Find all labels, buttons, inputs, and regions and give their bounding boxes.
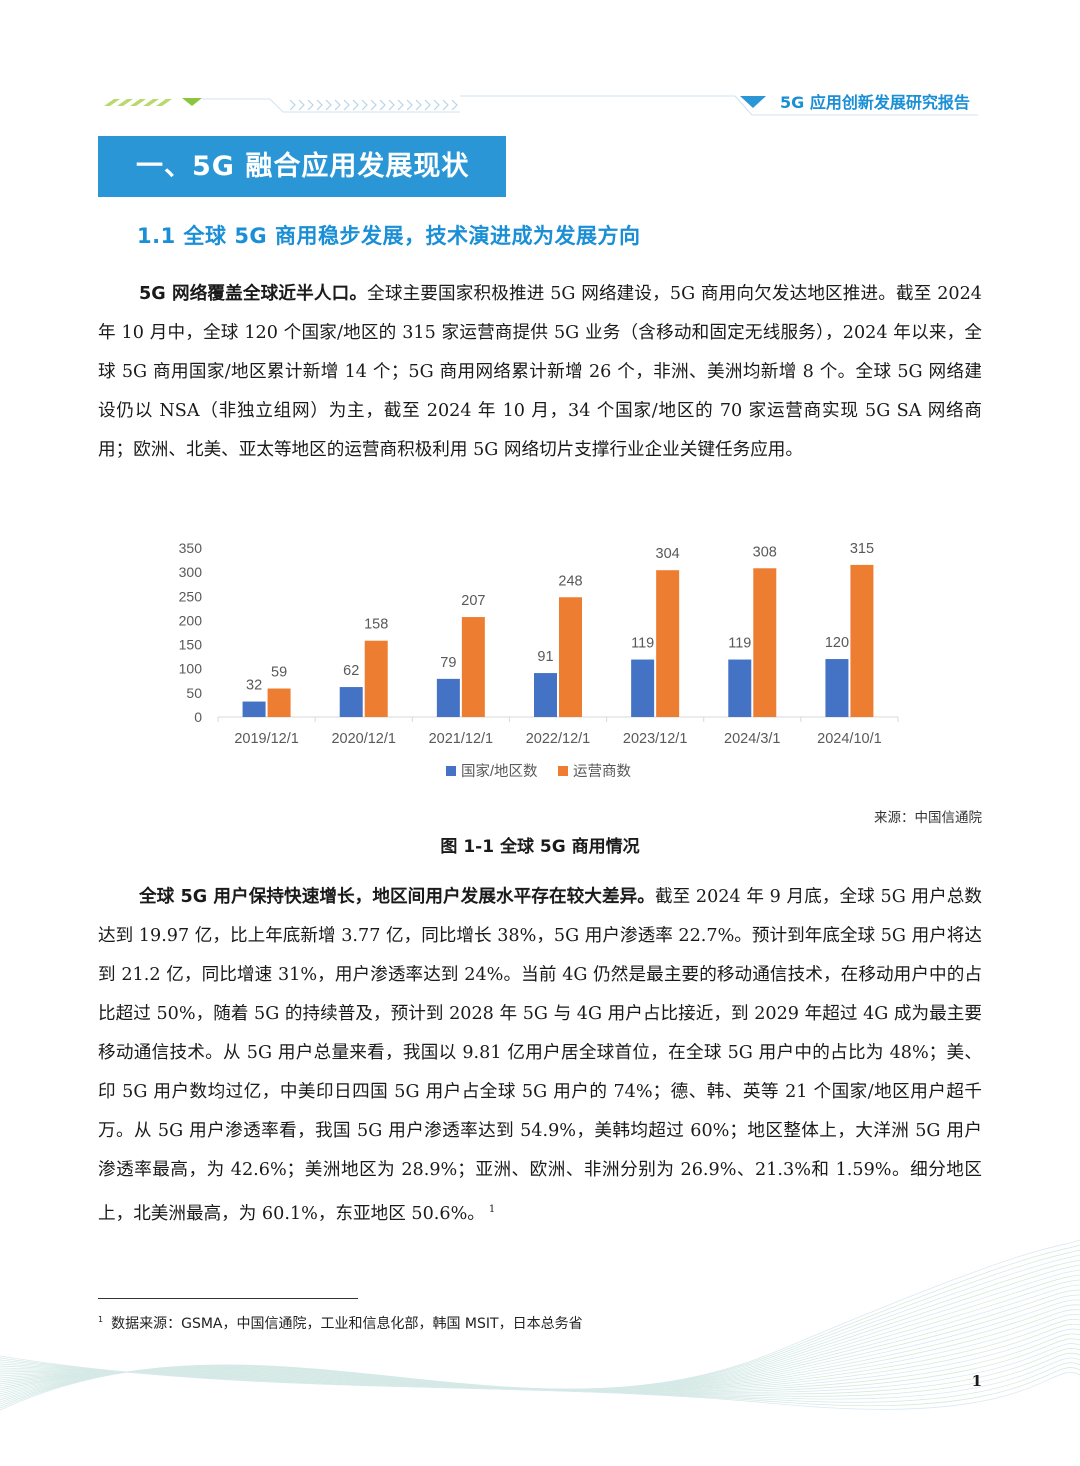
wave-line xyxy=(0,1338,1080,1393)
legend-swatch xyxy=(446,766,456,776)
wave-line xyxy=(0,1304,1080,1391)
paragraph-1-lead: 5G 网络覆盖全球近半人口。 xyxy=(139,284,368,304)
data-label: 91 xyxy=(537,649,553,665)
x-tick-label: 2021/12/1 xyxy=(429,731,494,747)
wave-line xyxy=(0,1289,1080,1391)
footnote-mark: 1 xyxy=(98,1315,104,1325)
data-label: 315 xyxy=(850,541,874,557)
data-label: 119 xyxy=(631,636,654,652)
bar-operators xyxy=(461,617,485,717)
report-title: 5G 应用创新发展研究报告 xyxy=(780,93,970,112)
bar-operators xyxy=(559,597,582,717)
bar-countries xyxy=(339,687,363,717)
bar-countries xyxy=(825,659,849,717)
paragraph-2-lead: 全球 5G 用户保持快速增长，地区间用户发展水平存在较大差异。 xyxy=(139,887,655,907)
x-tick-label: 2019/12/1 xyxy=(234,731,299,747)
footnote-text: 数据来源：GSMA，中国信通院，工业和信息化部，韩国 MSIT，日本总务省 xyxy=(111,1316,583,1332)
y-tick-label: 200 xyxy=(179,612,203,628)
bar-operators xyxy=(850,564,874,717)
wave-line xyxy=(0,1352,1080,1397)
wave-line xyxy=(0,1347,1080,1395)
figure-caption: 图 1-1 全球 5G 商用情况 xyxy=(440,837,640,857)
wave-decoration xyxy=(0,1239,1080,1411)
wave-line xyxy=(0,1294,1080,1391)
footnote-divider xyxy=(98,1298,358,1299)
x-tick-label: 2023/12/1 xyxy=(623,731,688,747)
wave-line xyxy=(0,1359,1080,1403)
y-tick-label: 0 xyxy=(194,709,202,725)
wave-line xyxy=(0,1309,1080,1391)
section-title: 一、5G 融合应用发展现状 xyxy=(98,136,506,197)
bar-operators xyxy=(656,570,680,717)
page-number: 1 xyxy=(971,1372,982,1390)
bar-countries xyxy=(242,701,266,717)
paragraph-2: 全球 5G 用户保持快速增长，地区间用户发展水平存在较大差异。截至 2024 年… xyxy=(98,878,982,1234)
wave-line xyxy=(0,1355,1080,1410)
legend-swatch xyxy=(558,766,568,776)
wave-line xyxy=(0,1239,1080,1411)
legend-label: 国家/地区数 xyxy=(461,763,538,780)
y-tick-label: 50 xyxy=(186,685,202,701)
wave-line xyxy=(0,1319,1080,1392)
y-tick-label: 350 xyxy=(179,540,203,556)
data-label: 119 xyxy=(728,636,751,652)
data-label: 59 xyxy=(271,665,287,681)
footnote-ref: 1 xyxy=(488,1204,496,1215)
y-tick-label: 150 xyxy=(179,637,203,653)
figure-source: 来源：中国信通院 xyxy=(874,810,982,826)
x-tick-label: 2022/12/1 xyxy=(526,731,591,747)
y-tick-label: 300 xyxy=(179,564,203,580)
bar-countries xyxy=(436,678,460,717)
data-label: 62 xyxy=(343,663,359,679)
x-tick-label: 2024/10/1 xyxy=(817,731,882,747)
wave-line xyxy=(0,1299,1080,1391)
data-label: 120 xyxy=(825,635,849,651)
subsection-title: 1.1 全球 5G 商用稳步发展，技术演进成为发展方向 xyxy=(137,224,641,248)
wave-line xyxy=(0,1314,1080,1392)
data-label: 158 xyxy=(364,617,388,633)
wave-line xyxy=(0,1284,1080,1393)
wave-line xyxy=(0,1343,1080,1394)
bar-chart-svg: 0 50 100 150 200 250 300 350 32 59 2019/12/1 62 158 2… xyxy=(179,540,899,780)
x-tick-label: 2020/12/1 xyxy=(331,731,396,747)
footnote: 1 数据来源：GSMA，中国信通院，工业和信息化部，韩国 MSIT，日本总务省 xyxy=(98,1313,583,1333)
legend-label: 运营商数 xyxy=(573,763,631,780)
y-tick-label: 100 xyxy=(179,661,203,677)
y-tick-label: 250 xyxy=(179,588,203,604)
bar-operators xyxy=(364,640,388,717)
wave-line xyxy=(0,1357,1080,1407)
wave-line xyxy=(0,1333,1080,1393)
data-label: 248 xyxy=(558,573,582,589)
wave-line xyxy=(0,1357,1080,1400)
bar-countries xyxy=(728,659,752,717)
bar-countries xyxy=(534,673,557,717)
data-label: 207 xyxy=(461,593,485,609)
bar-countries xyxy=(631,659,655,717)
header-decoration xyxy=(104,95,978,116)
wave-line xyxy=(0,1328,1080,1392)
data-label: 79 xyxy=(440,655,456,671)
bar-operators xyxy=(267,688,291,717)
data-label: 304 xyxy=(656,546,680,562)
paragraph-1: 5G 网络覆盖全球近半人口。全球主要国家积极推进 5G 网络建设，5G 商用向欠… xyxy=(98,275,982,470)
wave-line xyxy=(0,1323,1080,1392)
bar-chart: 0 50 100 150 200 250 300 350 32 59 2019/12/1 62 158 2… xyxy=(160,530,920,800)
data-label: 308 xyxy=(753,544,777,560)
x-tick-label: 2024/3/1 xyxy=(724,731,780,747)
bar-operators xyxy=(753,568,777,717)
data-label: 32 xyxy=(246,678,262,694)
paragraph-1-body: 全球主要国家积极推进 5G 网络建设，5G 商用向欠发达地区推进。截至 2024… xyxy=(98,284,982,460)
paragraph-2-body: 截至 2024 年 9 月底，全球 5G 用户总数达到 19.97 亿，比上年底… xyxy=(98,887,983,1224)
